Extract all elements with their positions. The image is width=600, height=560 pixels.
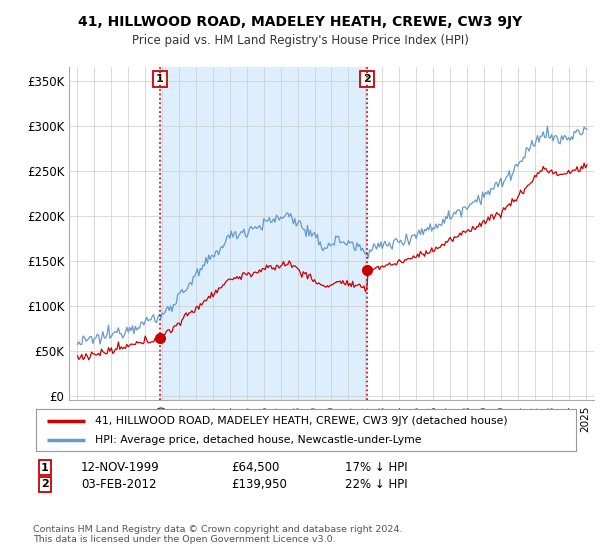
Text: 1: 1 [41, 463, 49, 473]
Text: Contains HM Land Registry data © Crown copyright and database right 2024.: Contains HM Land Registry data © Crown c… [33, 525, 403, 534]
Text: £139,950: £139,950 [231, 478, 287, 491]
Text: 41, HILLWOOD ROAD, MADELEY HEATH, CREWE, CW3 9JY (detached house): 41, HILLWOOD ROAD, MADELEY HEATH, CREWE,… [95, 416, 508, 426]
Text: 41, HILLWOOD ROAD, MADELEY HEATH, CREWE, CW3 9JY: 41, HILLWOOD ROAD, MADELEY HEATH, CREWE,… [78, 15, 522, 29]
Text: 1: 1 [156, 74, 164, 84]
Text: Price paid vs. HM Land Registry's House Price Index (HPI): Price paid vs. HM Land Registry's House … [131, 34, 469, 46]
Text: 03-FEB-2012: 03-FEB-2012 [81, 478, 157, 491]
Text: 2: 2 [41, 479, 49, 489]
Text: HPI: Average price, detached house, Newcastle-under-Lyme: HPI: Average price, detached house, Newc… [95, 435, 422, 445]
Text: 22% ↓ HPI: 22% ↓ HPI [345, 478, 407, 491]
Text: This data is licensed under the Open Government Licence v3.0.: This data is licensed under the Open Gov… [33, 535, 335, 544]
Text: £64,500: £64,500 [231, 461, 280, 474]
Bar [160, 67, 367, 400]
Text: 17% ↓ HPI: 17% ↓ HPI [345, 461, 407, 474]
Text: 12-NOV-1999: 12-NOV-1999 [81, 461, 160, 474]
Text: 2: 2 [363, 74, 371, 84]
